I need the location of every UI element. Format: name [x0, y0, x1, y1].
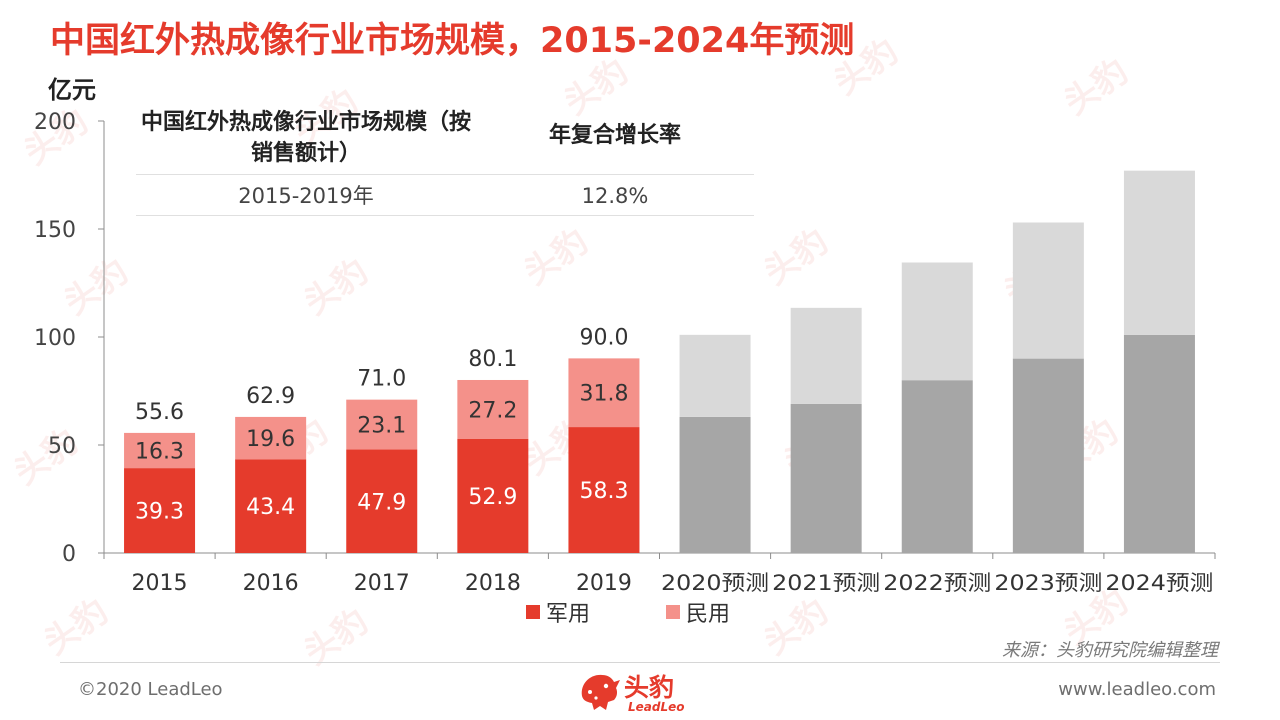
data-label-civilian: 27.2: [468, 398, 517, 423]
data-label-civilian: 23.1: [357, 414, 406, 439]
bar-segment-military: [679, 416, 751, 553]
data-label-civilian: 19.6: [246, 427, 295, 452]
bar-segment-civilian: [235, 416, 307, 460]
data-label-military: 39.3: [135, 500, 184, 525]
cagr-header-rate: 年复合增长率: [548, 123, 681, 148]
leadleo-logo: 头豹 LeadLeo: [576, 664, 706, 718]
x-tick-label: 2020预测: [661, 571, 769, 595]
legend-label: 军用: [546, 602, 590, 627]
x-tick-label: 2016: [243, 571, 299, 596]
page-title: 中国红外热成像行业市场规模，2015-2024年预测: [50, 21, 855, 61]
copyright: ©2020 LeadLeo: [78, 679, 223, 700]
bar-segment-military: [1012, 358, 1084, 553]
footer-divider: [60, 662, 1220, 663]
x-tick-label: 2015: [132, 571, 188, 596]
bar-segment-military: [457, 438, 529, 553]
source-note: 来源：头豹研究院编辑整理: [1002, 640, 1218, 661]
data-label-total: 71.0: [357, 367, 406, 392]
x-tick-label: 2018: [465, 571, 521, 596]
y-axis-unit: 亿元: [48, 76, 96, 104]
x-tick-label: 2024预测: [1105, 571, 1213, 595]
x-tick-label: 2022预测: [883, 571, 991, 595]
bar-segment-civilian: [790, 307, 862, 404]
leopard-icon: [581, 674, 620, 710]
logo-subtext: LeadLeo: [628, 700, 685, 714]
data-label-total: 62.9: [246, 384, 295, 409]
x-tick-label: 2017: [354, 571, 410, 596]
y-tick-label: 0: [62, 542, 76, 567]
bar-segment-military: [235, 459, 307, 553]
y-tick-label: 200: [34, 110, 76, 135]
data-label-total: 80.1: [468, 347, 517, 372]
cagr-rate: 12.8%: [581, 184, 649, 208]
data-label-total: 55.6: [135, 400, 184, 425]
x-tick-label: 2021预测: [772, 571, 880, 595]
bar-segment-civilian: [124, 432, 196, 469]
cagr-table-row: 2015-2019年 12.8%: [136, 175, 754, 216]
data-label-civilian: 16.3: [135, 440, 184, 465]
legend-label: 民用: [686, 602, 730, 627]
legend-swatch: [526, 605, 540, 619]
data-label-civilian: 31.8: [579, 382, 628, 407]
x-tick-label: 2023预测: [994, 571, 1102, 595]
bar-segment-civilian: [679, 334, 751, 417]
bar-segment-civilian: [1012, 222, 1084, 359]
bar-segment-civilian: [1123, 170, 1195, 335]
bar-segment-civilian: [568, 358, 640, 428]
bar-segment-military: [901, 380, 973, 553]
legend-swatch: [666, 605, 680, 619]
data-label-military: 43.4: [246, 495, 295, 520]
bar-segment-military: [1123, 334, 1195, 553]
bar-segment-civilian: [346, 399, 418, 450]
cagr-table: 中国红外热成像行业市场规模（按销售额计） 年复合增长率 2015-2019年 1…: [136, 104, 754, 216]
x-tick-label: 2019: [576, 571, 632, 596]
cagr-table-header: 中国红外热成像行业市场规模（按销售额计） 年复合增长率: [136, 104, 754, 175]
data-label-total: 90.0: [579, 325, 628, 350]
bar-segment-civilian: [457, 379, 529, 439]
bar-segment-military: [790, 403, 862, 553]
y-tick-label: 50: [48, 434, 76, 459]
y-tick-label: 100: [34, 326, 76, 351]
data-label-military: 52.9: [468, 485, 517, 510]
y-tick-label: 150: [34, 218, 76, 243]
bar-segment-military: [346, 449, 418, 553]
data-label-military: 58.3: [579, 479, 628, 504]
bar-segment-civilian: [901, 262, 973, 381]
bar-segment-military: [124, 468, 196, 553]
website-link[interactable]: www.leadleo.com: [1058, 679, 1216, 700]
data-label-military: 47.9: [357, 490, 406, 515]
logo-text: 头豹: [624, 673, 675, 702]
bar-segment-military: [568, 427, 640, 553]
cagr-period: 2015-2019年: [238, 184, 374, 208]
cagr-header-scope: 中国红外热成像行业市场规模（按销售额计）: [140, 110, 471, 166]
